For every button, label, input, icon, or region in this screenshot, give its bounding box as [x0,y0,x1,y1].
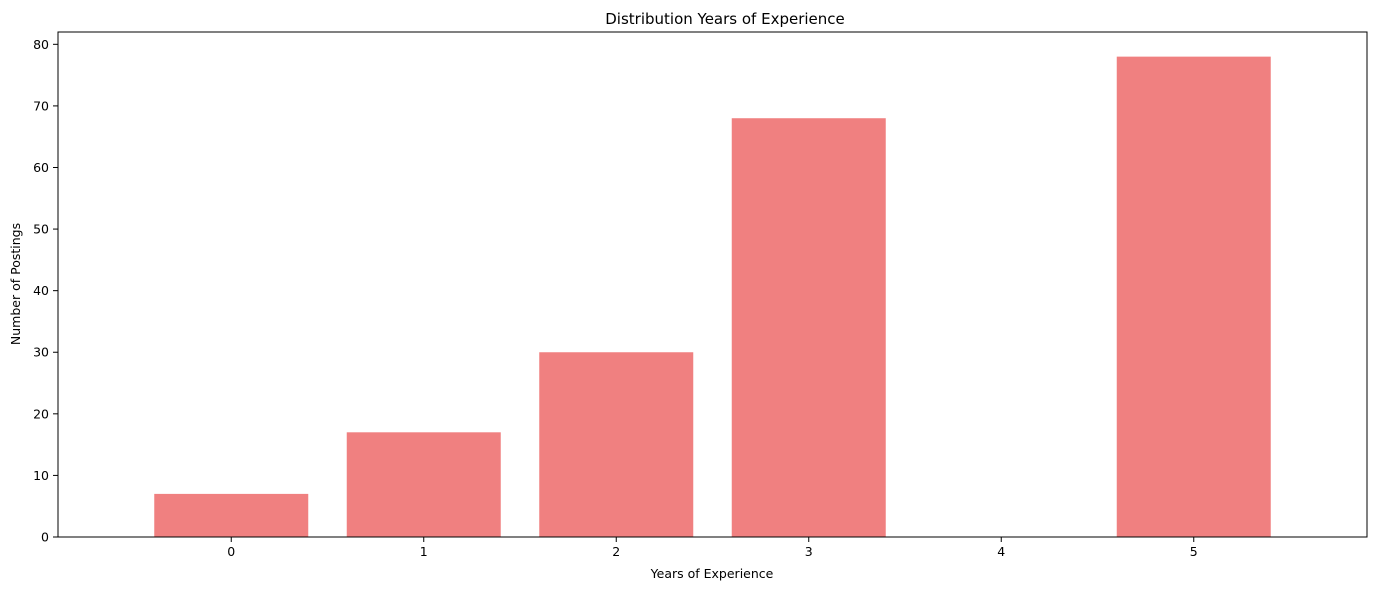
x-axis: 0 1 2 3 4 5 [227,537,1198,559]
x-axis-label: Years of Experience [650,566,774,581]
x-tick-label: 3 [805,544,813,559]
y-axis: 0 10 20 30 40 50 60 70 80 [33,37,58,545]
y-tick-label: 80 [33,37,49,52]
y-tick-label: 30 [33,345,49,360]
x-tick-label: 4 [997,544,1005,559]
bar-3 [731,118,886,537]
bar-5 [1116,56,1271,537]
x-tick-label: 0 [227,544,235,559]
plot-frame [57,31,1368,538]
x-tick-label: 1 [420,544,428,559]
y-tick-label: 10 [33,468,49,483]
y-tick-label: 50 [33,222,49,237]
x-tick-label: 2 [612,544,620,559]
y-tick-label: 60 [33,160,49,175]
y-tick-label: 20 [33,406,49,421]
y-tick-label: 0 [41,530,49,545]
bar-0 [154,493,309,537]
y-tick-label: 70 [33,98,49,113]
y-tick-label: 40 [33,283,49,298]
x-tick-label: 5 [1190,544,1198,559]
bar-1 [346,432,501,537]
y-axis-label: Number of Postings [8,223,23,345]
bar-2 [539,352,694,537]
bars [154,56,1271,537]
chart-title: Distribution Years of Experience [605,10,845,28]
